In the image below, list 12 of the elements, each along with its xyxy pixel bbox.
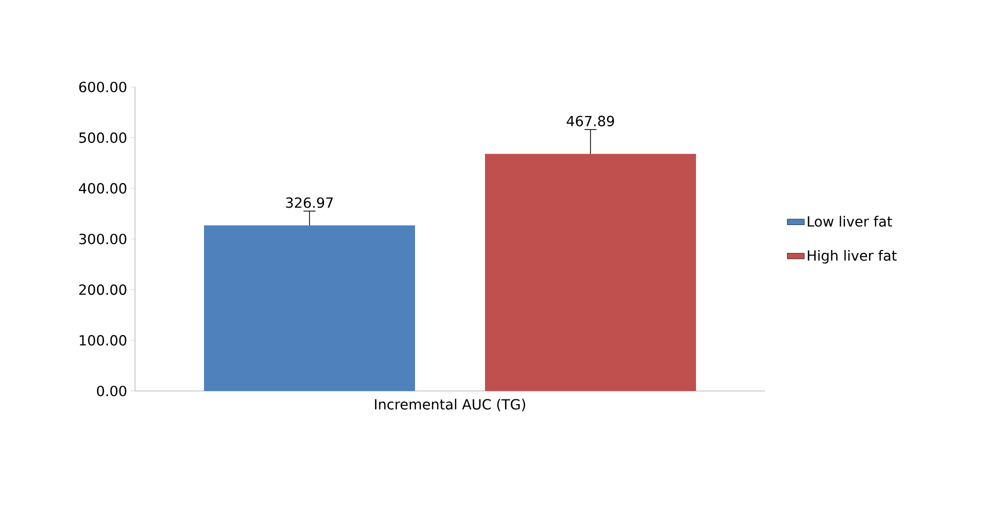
y-tick-label: 600.00	[79, 82, 126, 92]
legend-label: High liver fat	[808, 250, 897, 264]
y-tick-label: 400.00	[78, 183, 126, 194]
y-tick-label: 300.00	[79, 234, 126, 244]
y-tick-label: 0.00	[96, 386, 126, 396]
legend-label: Low liver fat	[808, 216, 892, 227]
data-label: 467.89	[566, 116, 614, 126]
data-label: 326.97	[286, 197, 333, 208]
y-tick-label: 500.00	[79, 132, 126, 143]
y-tick-label: 100.00	[80, 335, 126, 346]
y-tick-label: 200.00	[79, 284, 126, 295]
x-tick-label: Incremental AUC (TG)	[375, 398, 526, 412]
